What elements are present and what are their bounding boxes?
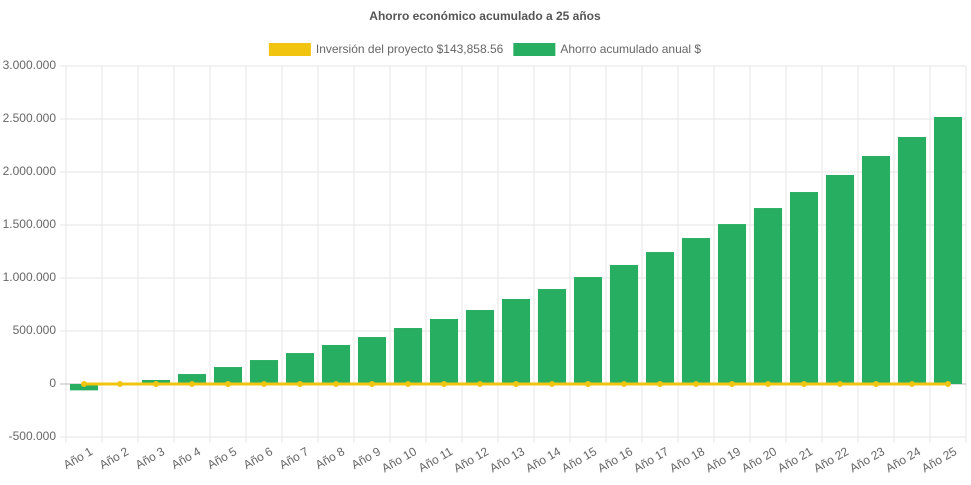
bar [501,298,531,384]
y-tick-label: 1.000.000 [3,270,57,284]
point [657,381,663,387]
x-tick-label: Año 20 [739,444,779,475]
bar [897,137,927,384]
point [441,381,447,387]
x-tick-label: Año 13 [487,444,527,475]
x-tick-label: Año 3 [133,444,167,472]
x-tick-label: Año 9 [349,444,383,472]
y-tick-label: 3.000.000 [3,58,57,72]
bar [933,116,963,385]
x-tick-label: Año 24 [883,444,923,475]
bar [609,264,639,384]
bar [789,192,819,384]
bar [825,174,855,384]
bar [69,384,99,391]
bar [717,224,747,384]
bar [285,353,315,384]
bar [861,155,891,384]
point [189,381,195,387]
bar [393,328,423,384]
bar [177,374,207,384]
point [225,381,231,387]
y-tick-label: 2.500.000 [3,111,57,125]
x-tick-label: Año 17 [631,444,671,475]
point [477,381,483,387]
point [945,381,951,387]
point [873,381,879,387]
x-tick-label: Año 18 [667,444,707,475]
point [297,381,303,387]
bar [753,208,783,384]
x-tick-label: Año 11 [416,444,455,475]
bar [465,310,495,384]
point [765,381,771,387]
point [621,381,627,387]
bar [645,252,675,384]
y-tick-label: 2.000.000 [3,164,57,178]
bar [573,277,603,384]
bar [321,344,351,384]
x-tick-label: Año 12 [451,444,491,475]
point [261,381,267,387]
point [729,381,735,387]
y-tick-label: 500.000 [13,323,57,337]
x-tick-label: Año 22 [811,444,851,475]
legend-swatch [268,43,311,56]
x-tick-label: Año 25 [919,444,959,475]
bar [249,360,279,384]
x-tick-label: Año 21 [775,444,815,475]
point [801,381,807,387]
point [333,381,339,387]
point [837,381,843,387]
x-tick-label: Año 7 [277,444,311,472]
legend-label: Inversión del proyecto $143,858.56 [316,42,504,56]
point [693,381,699,387]
bar [429,319,459,384]
point [513,381,519,387]
x-tick-label: Año 4 [169,444,203,472]
bar [681,238,711,384]
x-tick-label: Año 6 [241,444,275,472]
x-tick-label: Año 5 [205,444,239,472]
chart-title: Ahorro económico acumulado a 25 años [369,9,601,23]
bar [213,367,243,384]
x-tick-label: Año 14 [523,444,563,475]
point [549,381,555,387]
legend-swatch [513,43,556,56]
point [585,381,591,387]
x-tick-label: Año 23 [847,444,887,475]
y-tick-label: 0 [49,376,56,390]
point [81,381,87,387]
x-tick-label: Año 1 [61,444,95,472]
point [153,381,159,387]
point [405,381,411,387]
x-tick-label: Año 2 [97,444,131,472]
x-tick-label: Año 15 [559,444,599,475]
x-tick-label: Año 19 [703,444,743,475]
x-tick-label: Año 10 [379,444,419,475]
point [369,381,375,387]
bar [357,337,387,384]
legend-label: Ahorro acumulado anual $ [560,42,701,56]
y-tick-label: -500.000 [9,429,57,443]
point [909,381,915,387]
x-tick-label: Año 16 [595,444,635,475]
point [117,381,123,387]
y-tick-label: 1.500.000 [3,217,57,231]
bar [537,289,567,384]
x-tick-label: Año 8 [313,444,347,472]
